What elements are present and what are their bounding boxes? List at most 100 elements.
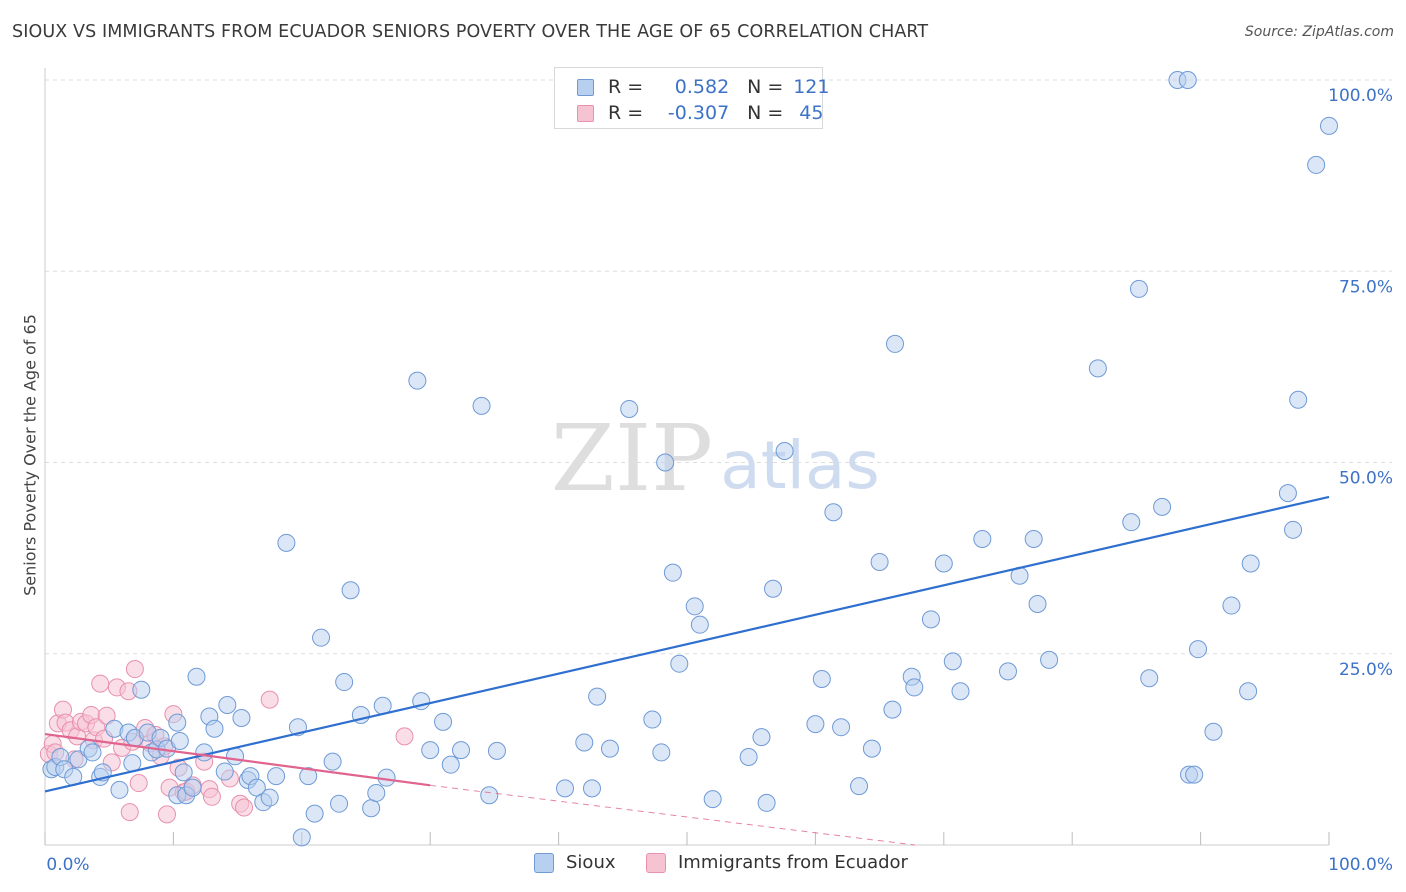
data-point-sioux <box>441 755 460 774</box>
data-point-sioux <box>757 793 776 812</box>
data-point-ecuador <box>260 690 279 709</box>
legend-n-label: N = <box>747 102 784 124</box>
data-point-sioux <box>232 709 251 728</box>
data-point-sioux <box>408 371 427 390</box>
data-point-sioux <box>1088 359 1107 378</box>
data-point-ecuador <box>235 798 254 817</box>
data-point-sioux <box>652 743 671 762</box>
data-point-sioux <box>170 731 189 750</box>
legend-swatch-ecuador <box>577 104 594 122</box>
trendline-sioux <box>44 495 1330 793</box>
data-point-sioux <box>656 453 675 472</box>
data-point-sioux <box>1140 669 1159 688</box>
data-point-sioux <box>362 799 381 818</box>
data-point-sioux <box>1153 497 1172 516</box>
legend-label-ecuador: Immigrants from Ecuador <box>678 852 908 873</box>
data-point-sioux <box>588 687 607 706</box>
legend-swatch-ecuador <box>646 852 666 873</box>
data-point-sioux <box>620 399 639 418</box>
data-point-sioux <box>183 778 202 797</box>
data-point-sioux <box>1122 513 1141 532</box>
data-point-sioux <box>921 610 940 629</box>
watermark-zip: ZIP <box>551 405 713 512</box>
data-point-sioux <box>870 552 889 571</box>
legend-n-value: 121 <box>793 76 830 98</box>
data-point-sioux <box>83 743 102 762</box>
y-tick-labels: 25.0% 50.0% 75.0% 100.0% <box>1328 86 1393 680</box>
data-point-sioux <box>1040 650 1059 669</box>
data-point-sioux <box>670 654 689 673</box>
data-point-sioux <box>215 762 234 781</box>
data-point-sioux <box>806 715 825 734</box>
y-tick-label: 75.0% <box>1339 277 1393 297</box>
data-point-ecuador <box>395 727 414 746</box>
data-point-sioux <box>1307 155 1326 174</box>
data-point-sioux <box>883 700 902 719</box>
data-point-ecuador <box>125 660 144 679</box>
data-point-ecuador <box>120 803 139 822</box>
data-point-sioux <box>739 748 758 767</box>
data-point-sioux <box>168 713 187 732</box>
legend-row-ecuador: R = -0.307 N = 45 <box>577 100 839 126</box>
data-point-sioux <box>663 563 682 582</box>
legend-swatch-sioux <box>577 78 594 96</box>
watermark-atlas: atlas <box>720 427 880 504</box>
trendline-ecuador-extension <box>430 784 916 846</box>
data-point-sioux <box>1278 484 1297 503</box>
data-point-sioux <box>703 790 722 809</box>
trendlines <box>44 495 1330 846</box>
data-point-sioux <box>824 503 843 522</box>
x-tick-label: 0.0% <box>46 855 89 875</box>
data-point-sioux <box>323 752 342 771</box>
data-point-ecuador <box>129 774 148 793</box>
legend-r-value: -0.307 <box>667 102 730 124</box>
data-point-sioux <box>1222 596 1241 615</box>
data-point-sioux <box>943 652 962 671</box>
data-point-sioux <box>267 767 286 786</box>
data-point-sioux <box>832 718 851 737</box>
data-point-sioux <box>812 669 831 688</box>
legend-label-sioux: Sioux <box>566 852 616 873</box>
data-point-sioux <box>1284 520 1303 539</box>
data-point-sioux <box>330 794 349 813</box>
data-point-sioux <box>886 334 905 353</box>
data-point-ecuador <box>91 674 110 693</box>
data-point-sioux <box>600 739 619 758</box>
data-point-sioux <box>575 733 594 752</box>
legend-r-value: 0.582 <box>674 76 730 98</box>
legend-item-ecuador[interactable]: Immigrants from Ecuador <box>646 852 908 873</box>
data-point-sioux <box>187 667 206 686</box>
y-tick-label: 25.0% <box>1339 660 1393 680</box>
data-point-sioux <box>205 719 224 738</box>
data-point-sioux <box>218 696 237 715</box>
series-sioux <box>42 71 1338 847</box>
data-point-sioux <box>480 786 499 805</box>
data-point-sioux <box>582 779 601 798</box>
data-point-sioux <box>934 554 953 573</box>
legend-r-label: R = <box>608 76 644 98</box>
data-point-sioux <box>341 581 360 600</box>
data-point-sioux <box>1129 279 1148 298</box>
data-point-sioux <box>312 628 331 647</box>
gridlines <box>45 79 1392 655</box>
watermark: ZIP atlas <box>551 405 880 512</box>
data-point-sioux <box>195 743 214 762</box>
data-point-sioux <box>951 682 970 701</box>
series-legend: Sioux Immigrants from Ecuador <box>0 852 1406 878</box>
data-point-sioux <box>260 788 279 807</box>
data-point-sioux <box>905 678 924 697</box>
data-point-sioux <box>472 396 491 415</box>
data-point-sioux <box>1189 640 1208 659</box>
data-point-sioux <box>775 442 794 461</box>
data-point-sioux <box>1028 595 1047 614</box>
data-point-sioux <box>110 780 129 799</box>
legend-item-sioux[interactable]: Sioux <box>534 852 616 873</box>
data-point-sioux <box>862 739 881 758</box>
data-point-sioux <box>1320 116 1338 135</box>
data-point-sioux <box>752 728 771 747</box>
data-point-sioux <box>1185 765 1204 784</box>
y-tick-label: 100.0% <box>1328 86 1393 106</box>
x-tick-label: 100.0% <box>1328 855 1393 875</box>
data-point-sioux <box>277 533 296 552</box>
